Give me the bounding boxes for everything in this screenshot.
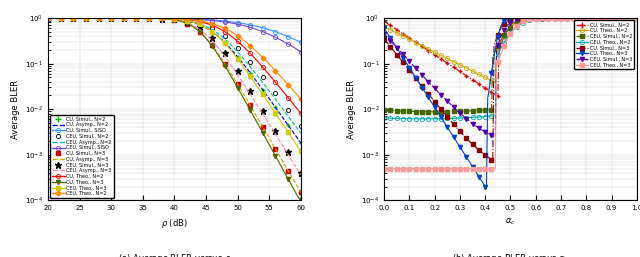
Legend: CU, Simul., N=2, CU, Theo., N=2, CEU, Simul., N=2, CEU, Theo., N=2, CU, Simul., : CU, Simul., N=2, CU, Theo., N=2, CEU, Si…: [574, 20, 634, 69]
X-axis label: $\alpha_c$: $\alpha_c$: [505, 217, 516, 227]
Text: (b) Average BLER versus $\alpha_c$: (b) Average BLER versus $\alpha_c$: [452, 252, 569, 257]
Text: (a) Average BLER versus $\rho$: (a) Average BLER versus $\rho$: [118, 252, 231, 257]
X-axis label: $\rho$ (dB): $\rho$ (dB): [161, 217, 188, 230]
Y-axis label: Average BLER: Average BLER: [347, 80, 356, 139]
Legend: CU, Simul., N=2, CU, Asymp., N=2, CU, Simul., SISO, CEU, Simul., N=2, CEU, Asymp: CU, Simul., N=2, CU, Asymp., N=2, CU, Si…: [51, 115, 114, 198]
Y-axis label: Average BLER: Average BLER: [11, 80, 20, 139]
